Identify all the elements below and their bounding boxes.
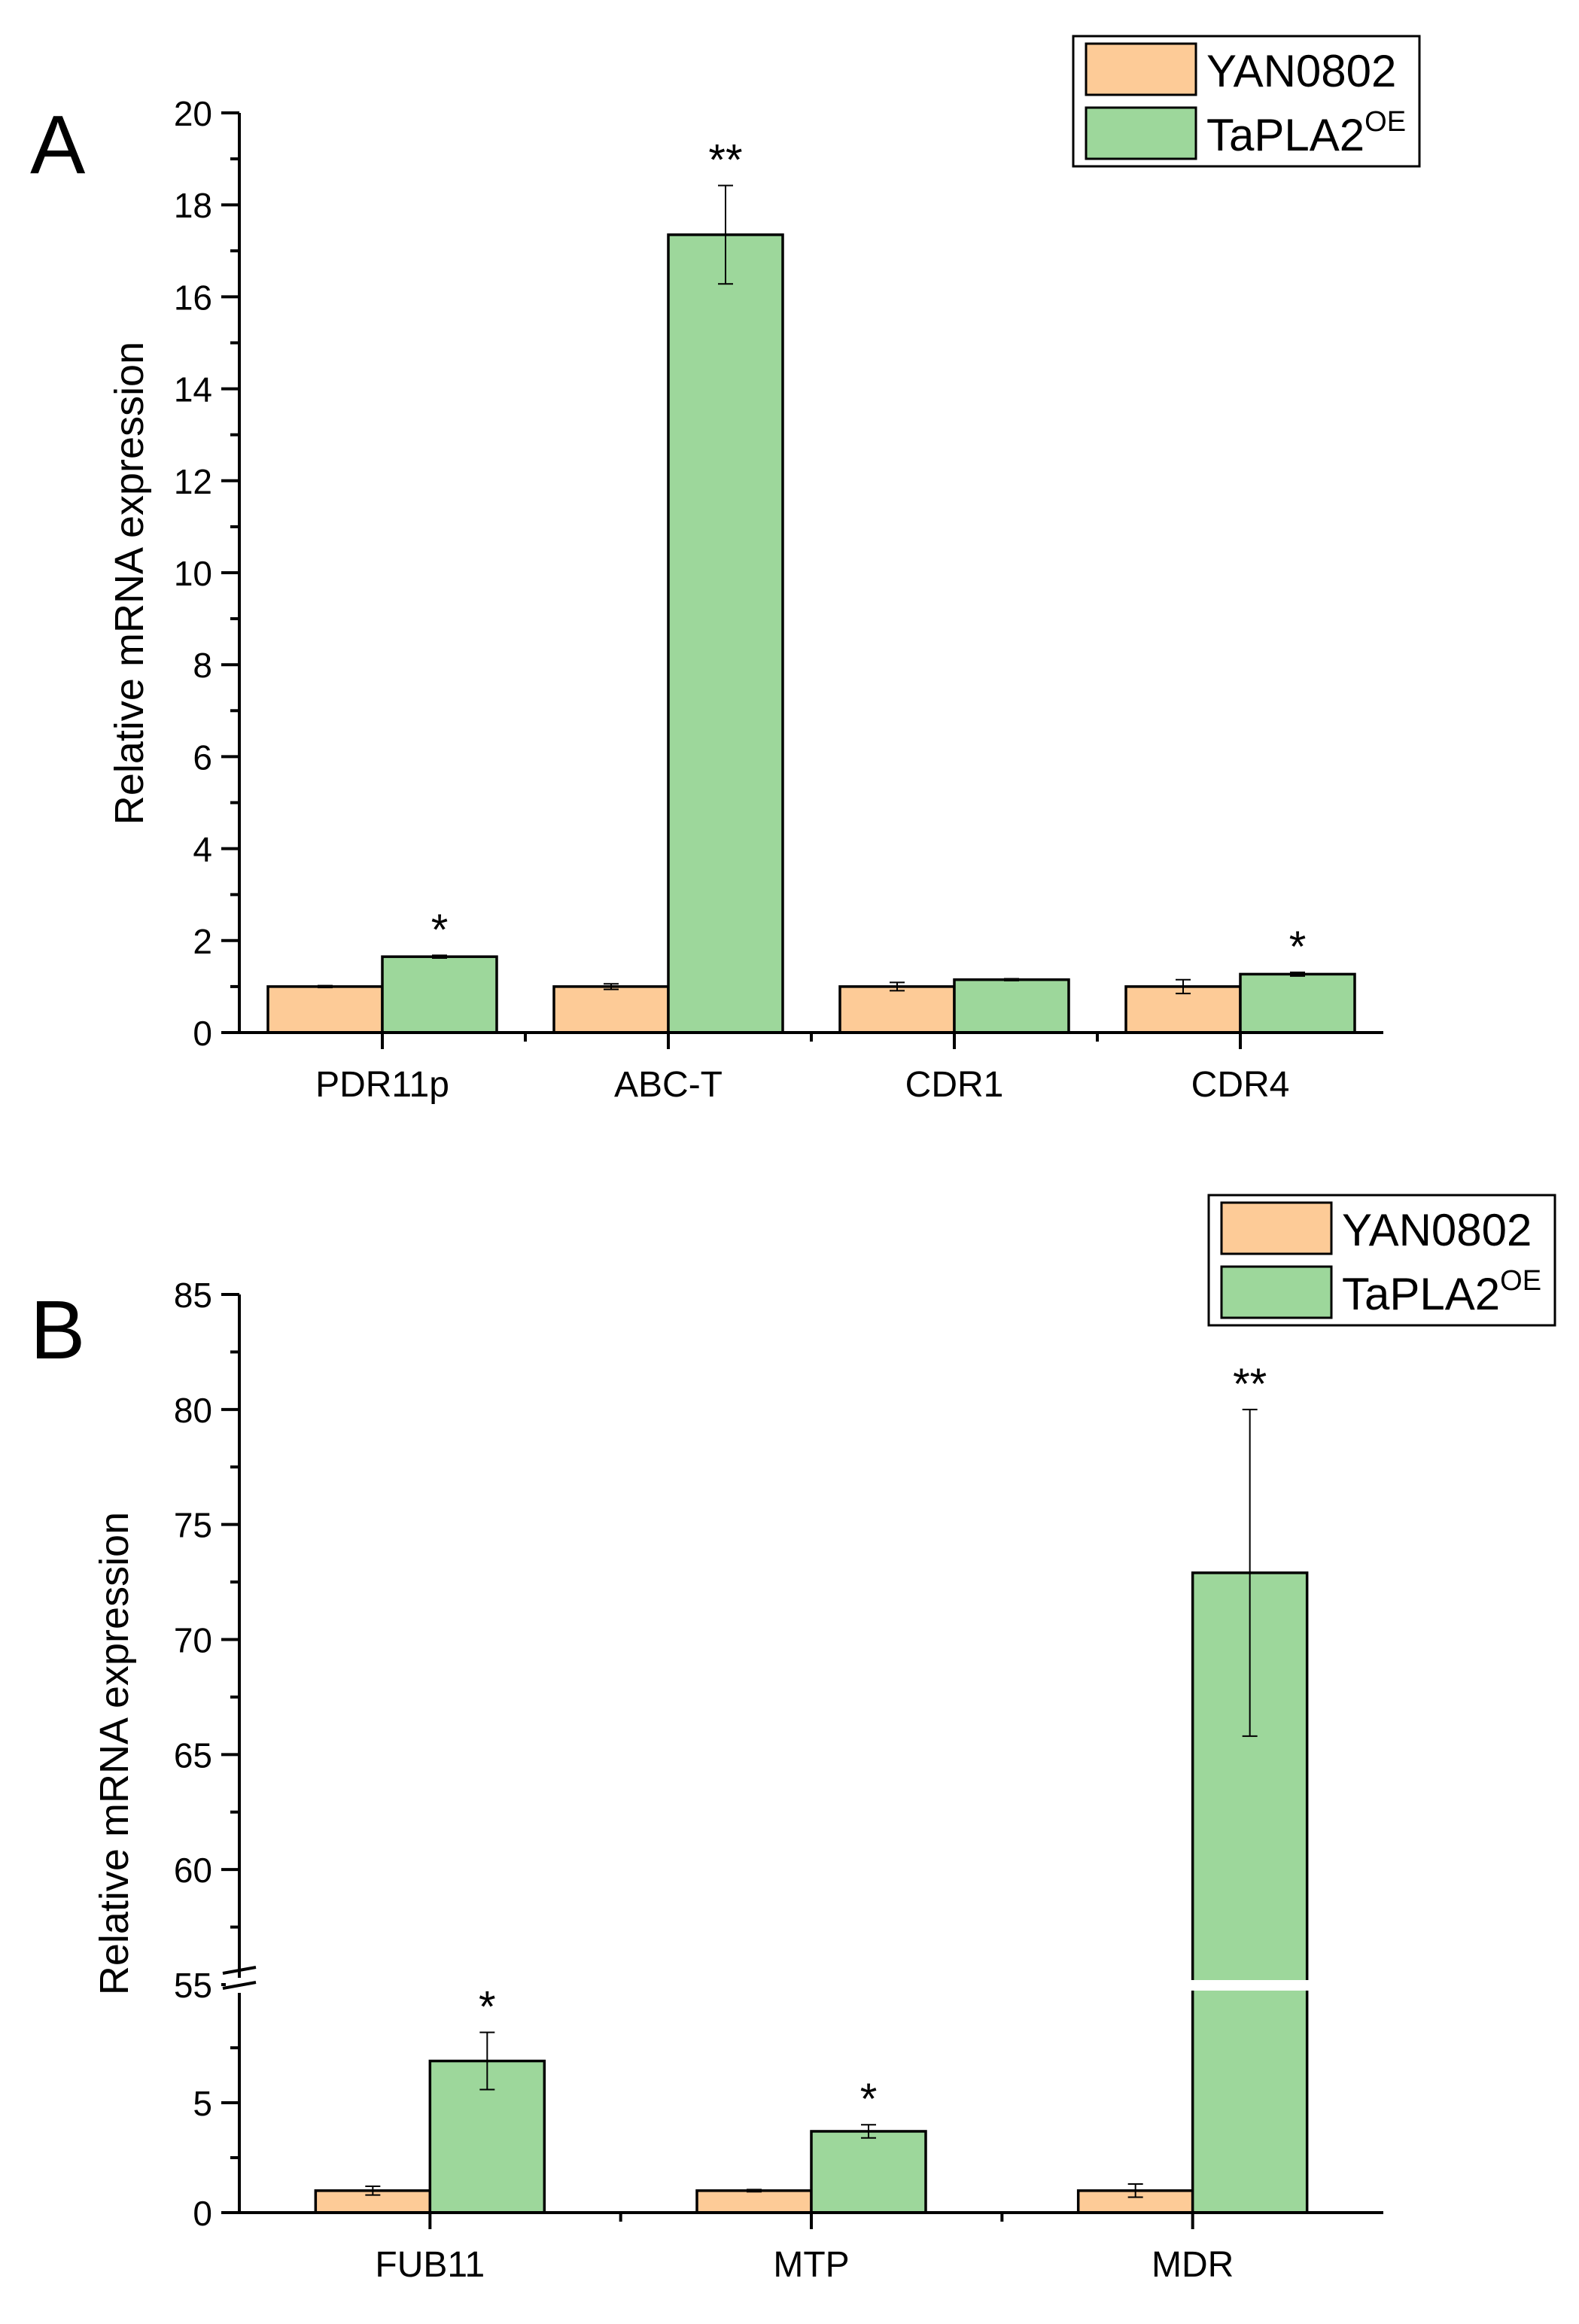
bar-yan0802-abc-t	[552, 985, 670, 1034]
error-bar	[1242, 1408, 1258, 1737]
x-category-label: MDR	[1152, 2245, 1234, 2285]
error-bar	[1004, 978, 1019, 981]
error-bar	[890, 981, 905, 992]
y-tick-label: 70	[174, 1621, 212, 1660]
y-tick-label: 85	[174, 1276, 212, 1315]
panel-b-y-axis-title: Relative mRNA expression	[92, 1512, 137, 1995]
y-tick-label: 60	[174, 1851, 212, 1890]
bar-yan0802-cdr1	[838, 985, 956, 1034]
bar-taPLA2-mtp	[810, 2130, 927, 2214]
panel-b-legend: YAN0802 TaPLA2OE	[1207, 1194, 1556, 1327]
significance-mark: *	[1289, 923, 1307, 972]
y-tick-label: 55	[174, 1966, 212, 2005]
error-bar	[861, 2124, 876, 2139]
panel-a-legend: YAN0802 TaPLA2OE	[1072, 35, 1421, 168]
y-tick-label: 16	[174, 278, 212, 317]
x-category-label: FUB11	[375, 2245, 485, 2285]
x-category-label: ABC-T	[614, 1065, 723, 1105]
y-tick-label: 80	[174, 1391, 212, 1430]
bar-yan0802-pdr11p	[266, 985, 384, 1034]
bar-taPLA2-cdr1	[953, 978, 1070, 1034]
y-tick-label: 0	[193, 2194, 212, 2233]
error-bar	[318, 984, 333, 989]
x-category-label: CDR1	[905, 1065, 1004, 1105]
y-tick-label: 0	[193, 1014, 212, 1053]
significance-mark: **	[708, 136, 742, 185]
error-bar	[747, 2189, 762, 2193]
legend-label-yan0802: YAN0802	[1206, 46, 1396, 96]
bar-taPLA2-cdr4	[1239, 972, 1356, 1034]
error-bar	[1176, 978, 1191, 995]
significance-mark: *	[431, 905, 449, 954]
panel-a-y-axis-title: Relative mRNA expression	[107, 342, 152, 825]
x-category-label: MTP	[773, 2245, 849, 2285]
y-tick-label: 10	[174, 554, 212, 593]
axis-break-mark	[222, 1966, 1310, 1993]
error-bar	[718, 184, 733, 285]
panel-a: A Relative mRNA expression 0 2 4 6 8 10 12 14 16…	[30, 35, 1421, 1105]
significance-mark: *	[479, 1983, 496, 2032]
legend-swatch-yan0802	[1085, 42, 1197, 96]
error-bar	[1127, 2183, 1143, 2198]
bar-taPLA2-pdr11p	[381, 955, 498, 1034]
panel-a-label: A	[30, 99, 86, 191]
error-bar	[365, 2185, 381, 2196]
error-bar	[1290, 971, 1305, 977]
error-bar	[604, 983, 619, 990]
legend-label-taPLA2: TaPLA2OE	[1342, 1265, 1541, 1319]
legend-swatch-taPLA2	[1085, 106, 1197, 160]
y-tick-label: 8	[193, 646, 212, 685]
x-category-label: CDR4	[1191, 1065, 1290, 1105]
y-tick-label: 5	[193, 2084, 212, 2123]
y-tick-label: 20	[174, 94, 212, 133]
panel-a-axes	[238, 113, 1383, 1034]
y-tick-label: 75	[174, 1506, 212, 1545]
significance-mark: *	[860, 2075, 878, 2124]
bar-yan0802-mtp	[695, 2189, 813, 2214]
y-tick-label: 65	[174, 1735, 212, 1775]
panel-b-label: B	[30, 1284, 85, 1376]
error-bar	[479, 2031, 495, 2091]
y-tick-label: 6	[193, 738, 212, 777]
x-category-label: PDR11p	[315, 1065, 449, 1105]
legend-swatch-taPLA2	[1220, 1265, 1333, 1319]
y-tick-label: 12	[174, 462, 212, 501]
y-tick-label: 2	[193, 922, 212, 961]
legend-label-yan0802: YAN0802	[1342, 1205, 1532, 1255]
y-tick-label: 4	[193, 830, 212, 869]
legend-label-taPLA2: TaPLA2OE	[1206, 106, 1406, 160]
y-tick-label: 14	[174, 370, 212, 409]
significance-mark: **	[1233, 1360, 1267, 1409]
y-tick-label: 18	[174, 186, 212, 225]
panel-b: B Relative mRNA expression 0555606570758…	[30, 1194, 1556, 2285]
error-bar	[432, 954, 447, 960]
bar-taPLA2-abc-t	[667, 233, 784, 1034]
legend-swatch-yan0802	[1220, 1201, 1333, 1255]
panel-b-axes	[238, 1294, 1383, 2214]
